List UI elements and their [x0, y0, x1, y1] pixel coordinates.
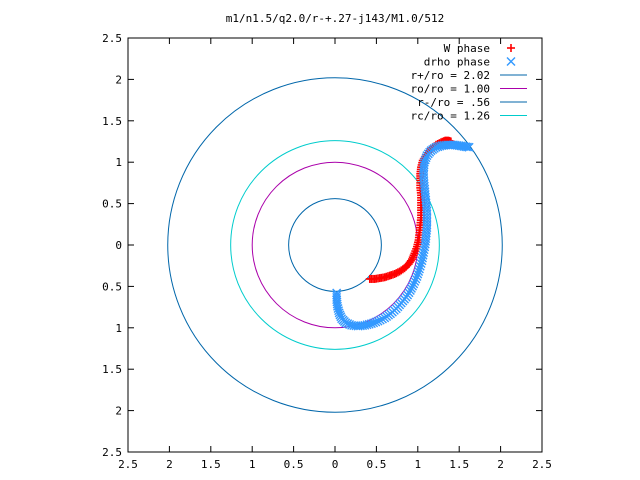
drho-phase-point: [414, 267, 424, 276]
y-tick-label: 0.5: [102, 280, 122, 293]
y-tick-label: 1.5: [102, 115, 122, 128]
legend-label: r+/ro = 2.02: [411, 69, 490, 82]
drho-phase-point: [409, 279, 419, 289]
cross-b: [464, 142, 474, 152]
cross-b: [420, 242, 430, 252]
cross-b: [409, 279, 419, 289]
cross-b: [333, 303, 343, 313]
cross-b: [408, 281, 418, 291]
drho-phase-point: [371, 317, 381, 327]
y-tick-label: 2: [115, 405, 122, 418]
x-tick-label: 1: [249, 458, 256, 471]
cross-b: [414, 267, 424, 276]
circle-5: [230, 140, 440, 350]
drho-phase-point: [410, 276, 420, 286]
cross-b: [334, 308, 344, 318]
legend-label: r-/ro = .56: [417, 96, 490, 109]
cross-b: [341, 318, 351, 328]
chart-title: m1/n1.5/q2.0/r-+.27-j143/M1.0/512: [226, 12, 445, 25]
cross-b: [410, 276, 420, 286]
cross-b: [417, 256, 427, 266]
cross-b: [332, 299, 342, 309]
cross-b: [412, 271, 422, 281]
y-tick-label: 2.5: [102, 32, 122, 45]
cross-b: [413, 269, 423, 279]
cross-b: [419, 245, 429, 255]
legend-label: rc/ro = 1.26: [411, 110, 490, 123]
x-tick-label: 2.5: [532, 458, 552, 471]
cross-b: [419, 247, 429, 257]
y-tick-label: 0: [115, 239, 122, 252]
cross-b: [461, 142, 471, 152]
cross-b: [459, 141, 469, 151]
cross-b: [411, 274, 421, 284]
y-tick-label: 2: [115, 73, 122, 86]
y-tick-label: 1.5: [102, 363, 122, 376]
circle-4: [288, 198, 382, 292]
cross-b: [334, 306, 344, 316]
drho-phase-point: [461, 142, 471, 152]
x-tick-label: 0: [332, 458, 339, 471]
cross-b: [414, 264, 424, 274]
cross-b: [371, 317, 381, 327]
cross-b: [416, 258, 426, 268]
drho-phase-point: [375, 315, 385, 325]
legend-marker-sample: [507, 44, 515, 52]
x-tick-label: 1: [414, 458, 421, 471]
cross-b: [418, 250, 428, 260]
x-tick-label: 0.5: [284, 458, 304, 471]
drho-phase-point: [413, 269, 423, 279]
cross-b: [349, 321, 359, 331]
cross-b: [506, 57, 516, 66]
cross-b: [336, 312, 346, 322]
drho-phase-point: [414, 264, 424, 274]
circle-2: [167, 77, 503, 413]
cross-b: [415, 261, 425, 271]
drho-phase-point: [411, 274, 421, 284]
drho-phase-point: [462, 142, 472, 152]
marker-layer: [332, 136, 474, 331]
cross-b: [343, 319, 353, 329]
cross-b: [405, 286, 415, 296]
legend-label: W phase: [444, 42, 490, 55]
y-tick-label: 2.5: [102, 446, 122, 459]
drho-phase-point: [377, 314, 387, 324]
y-tick-label: 0.5: [102, 198, 122, 211]
x-tick-label: 2.5: [118, 458, 138, 471]
cross-b: [375, 315, 385, 325]
x-tick-label: 2: [166, 458, 173, 471]
drho-phase-point: [408, 281, 418, 291]
y-tick-label: 1: [115, 156, 122, 169]
cross-b: [377, 314, 387, 324]
circle-layer: [167, 77, 503, 413]
drho-phase-point: [405, 286, 415, 296]
x-tick-label: 1.5: [449, 458, 469, 471]
x-tick-label: 2: [497, 458, 504, 471]
cross-b: [406, 283, 416, 293]
y-tick-label: 1: [115, 322, 122, 335]
cross-b: [417, 253, 427, 263]
drho-phase-point: [412, 271, 422, 281]
legend-label: drho phase: [424, 56, 490, 69]
x-tick-label: 1.5: [201, 458, 221, 471]
x-tick-label: 0.5: [366, 458, 386, 471]
legend-marker-sample: [506, 57, 516, 66]
drho-phase-point: [406, 283, 416, 293]
tick-layer: 2.5 2 1.5 1 0.5 0 0.5 1 1.5 2 2.52.521.510.500.511…: [102, 32, 552, 471]
drho-phase-point: [415, 261, 425, 271]
cross-b: [462, 142, 472, 152]
drho-phase-point: [464, 142, 474, 152]
cross-b: [335, 310, 345, 320]
cross-b: [332, 301, 342, 311]
drho-phase-point: [416, 258, 426, 268]
cross-b: [373, 316, 383, 326]
drho-phase-point: [373, 316, 383, 326]
legend-label: ro/ro = 1.00: [411, 83, 490, 96]
